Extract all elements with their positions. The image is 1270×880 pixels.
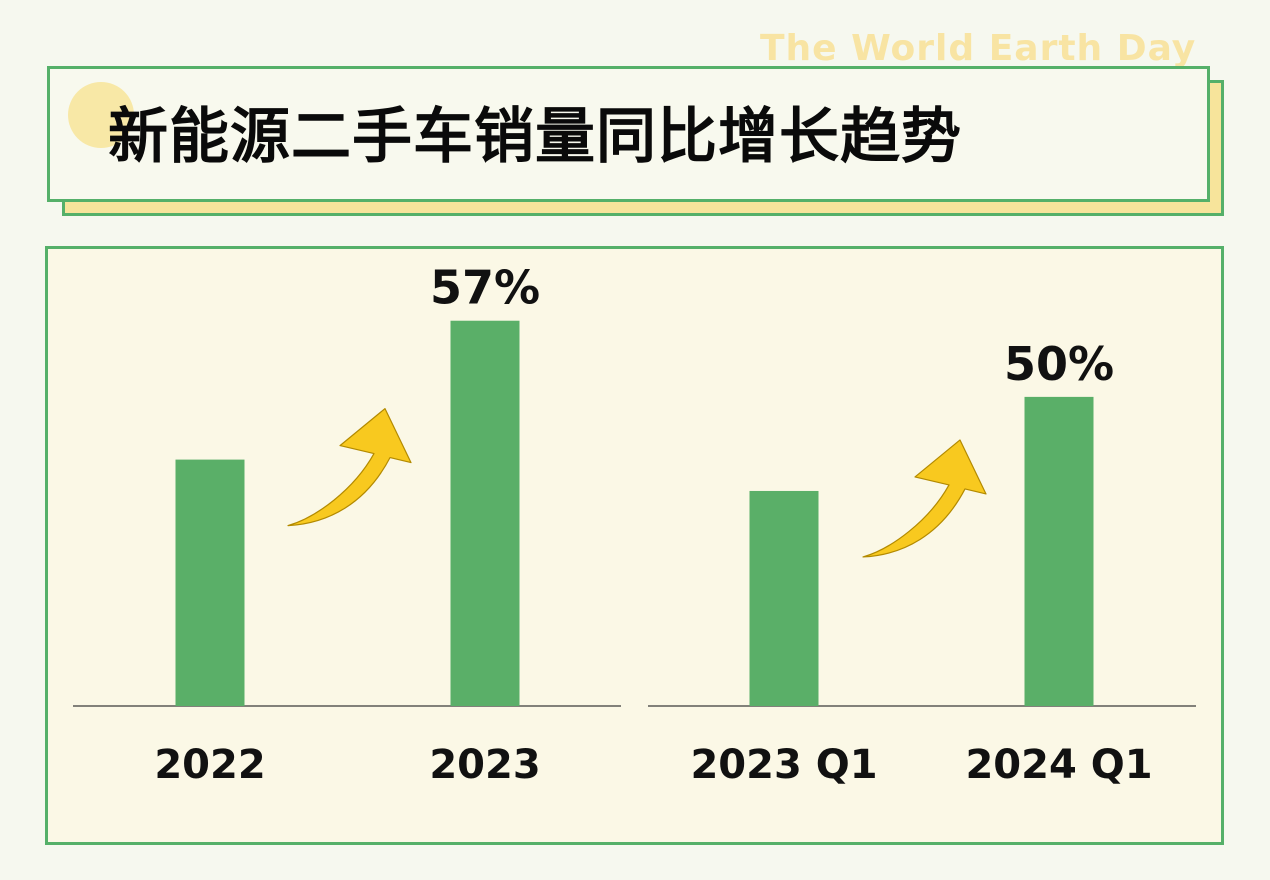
tick-label: 2023 [429, 742, 540, 788]
title-panel: 新能源二手车销量同比增长趋势 [47, 66, 1210, 202]
tick-label: 2023 Q1 [690, 742, 877, 788]
growth-annotation: 57% [430, 261, 540, 315]
chart-canvas: 2022 2023 57% 2023 Q1 2024 Q1 50% [73, 261, 1196, 788]
tick-label: 2022 [154, 742, 265, 788]
growth-arrow-icon [862, 439, 987, 558]
growth-annotation: 50% [1004, 337, 1114, 391]
bar-2024-q1 [1024, 396, 1094, 706]
sun-decoration-icon [68, 82, 134, 148]
bar-2022 [175, 459, 245, 706]
watermark-text: The World Earth Day [760, 28, 1197, 69]
bar-2023 [450, 320, 520, 706]
growth-arrow-icon [287, 408, 412, 527]
tick-label: 2024 Q1 [965, 742, 1152, 788]
bar-2023-q1 [749, 490, 819, 706]
page-title: 新能源二手车销量同比增长趋势 [108, 102, 962, 172]
chart-panel: 2022 2023 57% 2023 Q1 2024 Q1 50% [45, 246, 1224, 845]
